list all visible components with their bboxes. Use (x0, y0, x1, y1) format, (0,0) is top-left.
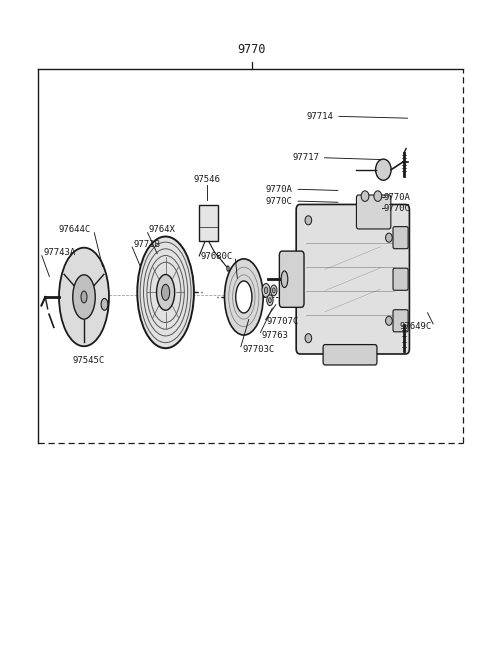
Ellipse shape (267, 295, 273, 306)
Ellipse shape (385, 316, 392, 325)
Ellipse shape (137, 237, 194, 348)
Text: 97703C: 97703C (242, 345, 275, 354)
Ellipse shape (385, 233, 392, 242)
Ellipse shape (361, 191, 369, 202)
Ellipse shape (281, 271, 288, 288)
FancyBboxPatch shape (393, 309, 408, 332)
Text: 9764X: 9764X (149, 225, 176, 235)
Ellipse shape (101, 298, 108, 310)
Text: 97714: 97714 (307, 112, 334, 121)
Ellipse shape (305, 215, 312, 225)
Text: 97680C: 97680C (201, 252, 233, 261)
Ellipse shape (59, 248, 109, 346)
Text: 97717: 97717 (292, 153, 319, 162)
Text: 97763: 97763 (262, 330, 288, 340)
FancyBboxPatch shape (296, 204, 409, 354)
Ellipse shape (227, 266, 229, 271)
Ellipse shape (236, 281, 252, 313)
Text: 97546: 97546 (194, 175, 221, 184)
Ellipse shape (264, 287, 268, 294)
Ellipse shape (162, 284, 169, 300)
Ellipse shape (73, 275, 95, 319)
Text: 97743A: 97743A (43, 248, 75, 258)
Ellipse shape (273, 288, 275, 293)
Ellipse shape (225, 259, 263, 335)
Text: 9771B: 9771B (133, 240, 160, 249)
Ellipse shape (305, 334, 312, 343)
Text: 9770C: 9770C (266, 196, 293, 206)
FancyBboxPatch shape (279, 251, 304, 307)
Text: 97644C: 97644C (59, 225, 91, 235)
Ellipse shape (375, 159, 391, 180)
Ellipse shape (81, 291, 87, 303)
FancyBboxPatch shape (393, 268, 408, 290)
Ellipse shape (269, 298, 271, 303)
FancyBboxPatch shape (393, 227, 408, 249)
FancyBboxPatch shape (199, 205, 218, 241)
FancyBboxPatch shape (357, 195, 391, 229)
Ellipse shape (271, 285, 277, 296)
Ellipse shape (262, 283, 270, 297)
Text: 97707C: 97707C (266, 317, 299, 327)
Text: 97649C: 97649C (400, 322, 432, 331)
Text: 9770: 9770 (238, 43, 266, 56)
Ellipse shape (374, 191, 382, 202)
Text: 97545C: 97545C (72, 355, 105, 365)
FancyBboxPatch shape (323, 344, 377, 365)
Text: 9770A: 9770A (266, 185, 293, 194)
Text: 9770A: 9770A (384, 193, 411, 202)
Text: 9770C: 9770C (384, 204, 411, 213)
Ellipse shape (156, 275, 175, 310)
